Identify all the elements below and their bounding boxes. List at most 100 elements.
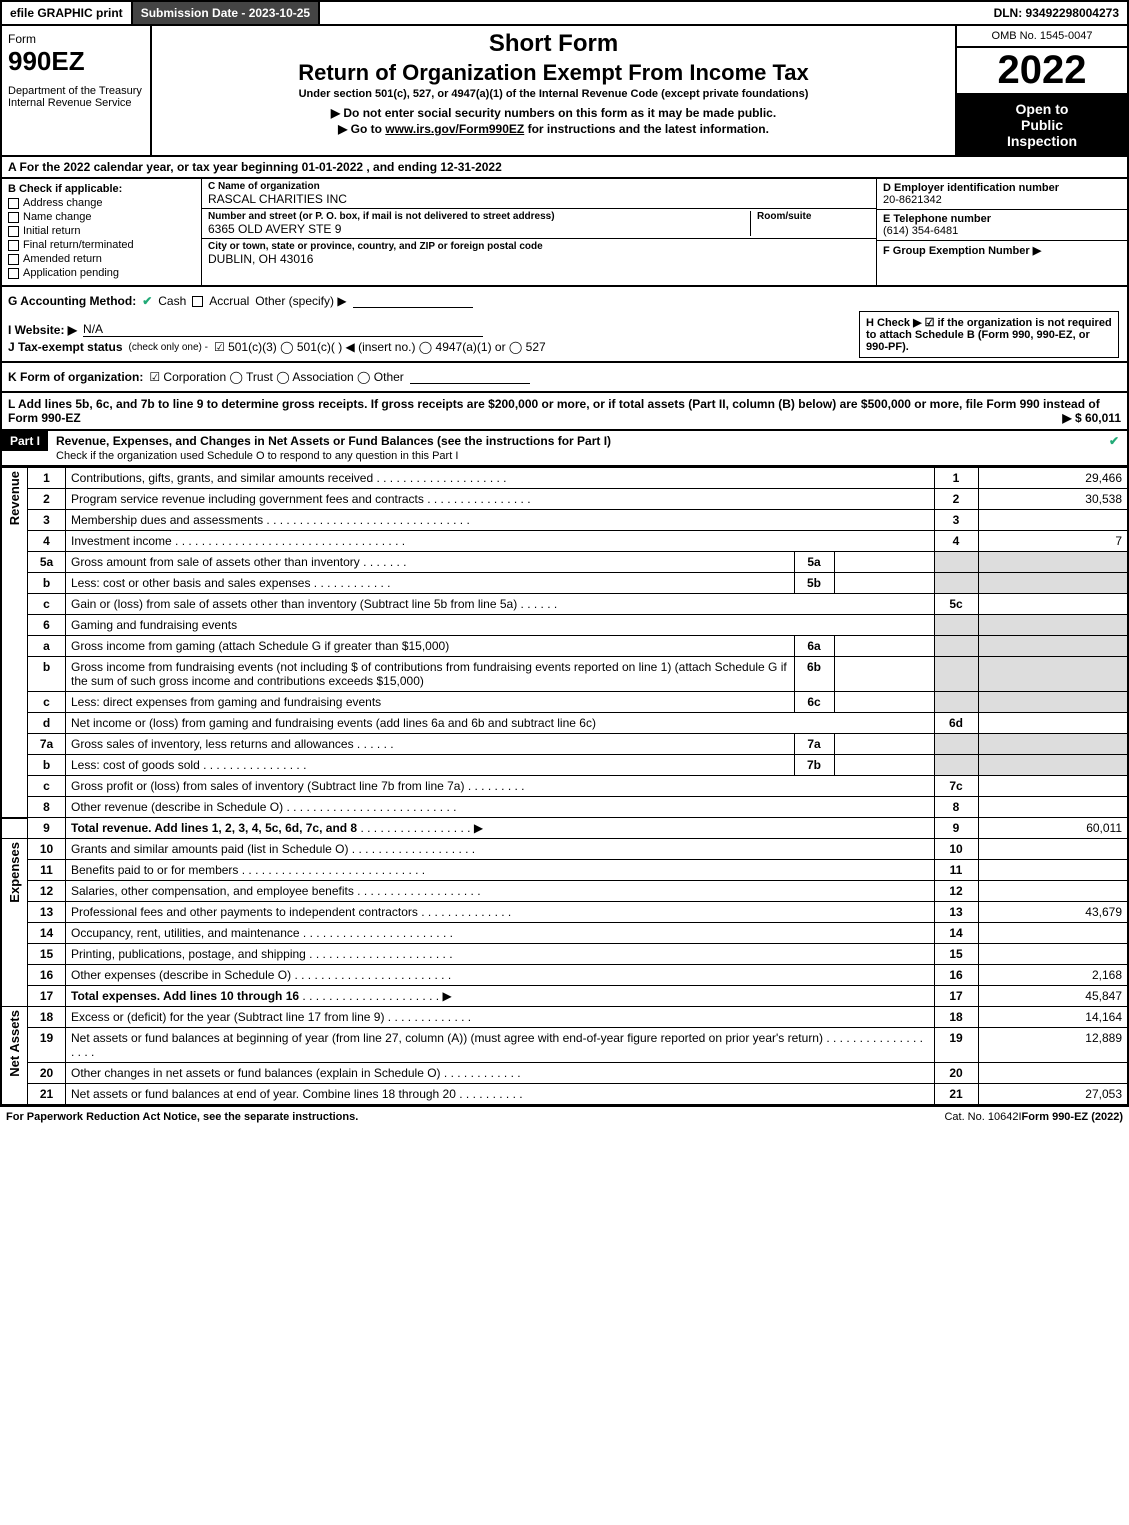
checkmark-icon	[1109, 434, 1119, 448]
footer-left: For Paperwork Reduction Act Notice, see …	[6, 1111, 944, 1123]
form-of-org-label: K Form of organization:	[8, 370, 143, 384]
line-num: a	[28, 636, 66, 657]
line-amount-shade	[978, 755, 1128, 776]
line-box: 6d	[934, 713, 978, 734]
check-final-return[interactable]: Final return/terminated	[8, 239, 195, 251]
check-label: Amended return	[23, 253, 102, 265]
line-desc: Occupancy, rent, utilities, and maintena…	[71, 926, 300, 940]
subline-label: 5b	[794, 573, 834, 594]
table-row: c Less: direct expenses from gaming and …	[1, 692, 1128, 713]
line-desc: Total expenses. Add lines 10 through 16	[71, 989, 299, 1003]
part1-title-text: Revenue, Expenses, and Changes in Net As…	[56, 434, 611, 448]
section-b-header: B Check if applicable:	[8, 183, 195, 195]
line-box: 2	[934, 489, 978, 510]
tax-exempt-options: ☑ 501(c)(3) ◯ 501(c)( ) ◀ (insert no.) ◯…	[214, 340, 546, 354]
info-grid: B Check if applicable: Address change Na…	[0, 179, 1129, 287]
table-row: 9 Total revenue. Add lines 1, 2, 3, 4, 5…	[1, 818, 1128, 839]
line-box: 17	[934, 986, 978, 1007]
line-amount	[978, 797, 1128, 818]
goto-line: ▶ Go to www.irs.gov/Form990EZ for instru…	[160, 122, 947, 136]
section-l-text: L Add lines 5b, 6c, and 7b to line 9 to …	[8, 397, 1100, 425]
line-desc: Less: cost or other basis and sales expe…	[71, 576, 310, 590]
line-box: 14	[934, 923, 978, 944]
line-num: 3	[28, 510, 66, 531]
table-row: 6 Gaming and fundraising events	[1, 615, 1128, 636]
ein-row: D Employer identification number 20-8621…	[877, 179, 1127, 210]
line-amount-shade	[978, 636, 1128, 657]
line-box: 16	[934, 965, 978, 986]
table-row: 2 Program service revenue including gove…	[1, 489, 1128, 510]
line-num: 4	[28, 531, 66, 552]
line-amount-shade	[978, 734, 1128, 755]
check-label: Address change	[23, 197, 103, 209]
city-row: City or town, state or province, country…	[202, 239, 876, 268]
line-num: d	[28, 713, 66, 734]
table-row: 20 Other changes in net assets or fund b…	[1, 1063, 1128, 1084]
line-box: 11	[934, 860, 978, 881]
line-amount: 27,053	[978, 1084, 1128, 1106]
line-box: 19	[934, 1028, 978, 1063]
table-row: 7a Gross sales of inventory, less return…	[1, 734, 1128, 755]
table-row: Net Assets 18 Excess or (deficit) for th…	[1, 1007, 1128, 1028]
line-desc: Other revenue (describe in Schedule O)	[71, 800, 283, 814]
cash-label: Cash	[158, 294, 186, 308]
table-row: 17 Total expenses. Add lines 10 through …	[1, 986, 1128, 1007]
other-org-field[interactable]	[410, 370, 530, 384]
header-right: OMB No. 1545-0047 2022 Open to Public In…	[957, 26, 1127, 155]
line-amount: 2,168	[978, 965, 1128, 986]
line-num: c	[28, 594, 66, 615]
top-bar: efile GRAPHIC print Submission Date - 20…	[0, 0, 1129, 26]
line-desc: Less: direct expenses from gaming and fu…	[71, 695, 381, 709]
checkbox-icon	[8, 254, 19, 265]
open-line1: Open to	[961, 101, 1123, 117]
line-box-shade	[934, 573, 978, 594]
table-row: 8 Other revenue (describe in Schedule O)…	[1, 797, 1128, 818]
other-specify-field[interactable]	[353, 294, 473, 308]
revenue-vert-label: Revenue	[7, 471, 22, 525]
line-desc: Grants and similar amounts paid (list in…	[71, 842, 348, 856]
table-row: Expenses 10 Grants and similar amounts p…	[1, 839, 1128, 860]
line-num: 1	[28, 468, 66, 489]
line-amount	[978, 881, 1128, 902]
tax-exempt-label: J Tax-exempt status	[8, 340, 123, 354]
line-amount-shade	[978, 552, 1128, 573]
check-name-change[interactable]: Name change	[8, 211, 195, 223]
efile-label[interactable]: efile GRAPHIC print	[2, 2, 133, 24]
line-num: b	[28, 657, 66, 692]
line-amount	[978, 1063, 1128, 1084]
accrual-checkbox[interactable]	[192, 296, 203, 307]
open-public-badge: Open to Public Inspection	[957, 95, 1127, 155]
table-row: b Less: cost or other basis and sales ex…	[1, 573, 1128, 594]
section-gh: G Accounting Method: Cash Accrual Other …	[0, 287, 1129, 363]
table-row: c Gross profit or (loss) from sales of i…	[1, 776, 1128, 797]
section-def: D Employer identification number 20-8621…	[877, 179, 1127, 285]
check-address-change[interactable]: Address change	[8, 197, 195, 209]
checkbox-icon	[8, 268, 19, 279]
line-box: 5c	[934, 594, 978, 615]
website-label: I Website: ▶	[8, 323, 77, 337]
short-form-title: Short Form	[160, 30, 947, 58]
subline-value	[834, 692, 934, 713]
dln: DLN: 93492298004273	[986, 2, 1127, 24]
check-application-pending[interactable]: Application pending	[8, 267, 195, 279]
part1-schedule-o-check[interactable]	[1101, 431, 1127, 451]
footer-catalog: Cat. No. 10642I	[944, 1111, 1021, 1123]
irs-link[interactable]: www.irs.gov/Form990EZ	[385, 122, 524, 136]
section-c: C Name of organization RASCAL CHARITIES …	[202, 179, 877, 285]
line-num: 12	[28, 881, 66, 902]
line-box-shade	[934, 734, 978, 755]
line-desc: Net assets or fund balances at beginning…	[71, 1031, 823, 1045]
line-desc: Gaming and fundraising events	[71, 618, 237, 632]
line-desc: Other expenses (describe in Schedule O)	[71, 968, 291, 982]
check-amended-return[interactable]: Amended return	[8, 253, 195, 265]
netassets-vert-label: Net Assets	[7, 1010, 22, 1077]
line-amount-shade	[978, 615, 1128, 636]
check-initial-return[interactable]: Initial return	[8, 225, 195, 237]
line-num: 10	[28, 839, 66, 860]
line-amount	[978, 860, 1128, 881]
line-desc: Contributions, gifts, grants, and simila…	[71, 471, 373, 485]
org-name-value: RASCAL CHARITIES INC	[208, 192, 870, 206]
subline-value	[834, 552, 934, 573]
line-desc: Net income or (loss) from gaming and fun…	[71, 716, 596, 730]
checkbox-icon	[8, 198, 19, 209]
